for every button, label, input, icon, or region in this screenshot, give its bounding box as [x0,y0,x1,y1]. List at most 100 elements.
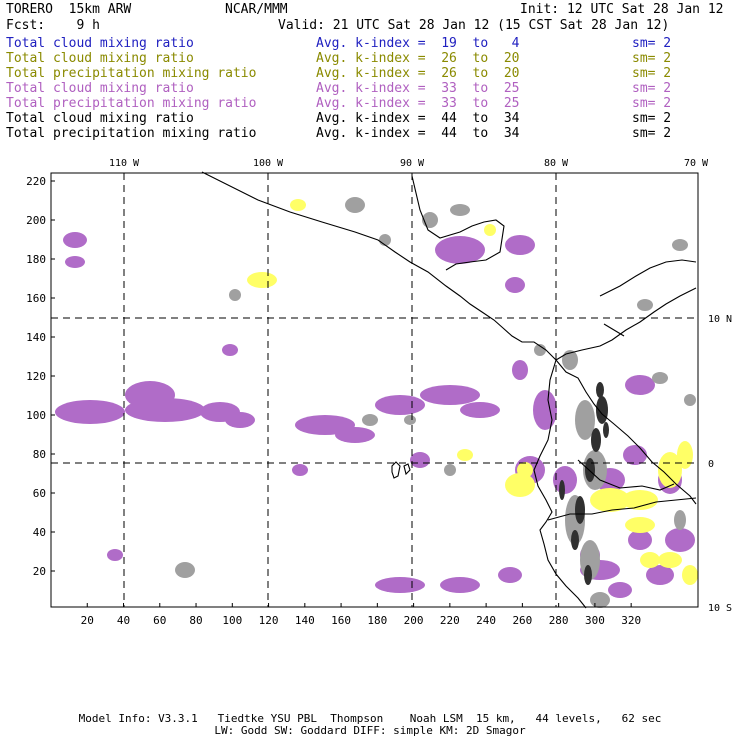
heavy-precip-region [585,458,595,482]
cloud-mixing-region [460,402,500,418]
x-tick-label: 80 [189,614,202,627]
cloud-mixing-region [63,232,87,248]
x-tick-label: 300 [585,614,605,627]
legend-smoothing: sm= 2 [632,36,672,51]
precip-mixing-region [658,452,682,488]
y-tick-label: 40 [33,526,46,539]
heavy-precip-region [559,480,565,500]
cloud-core-region [575,400,595,440]
cloud-core-region [637,299,653,311]
precip-mixing-region [247,272,277,288]
cloud-mixing-region [440,577,480,593]
cloud-mixing-region [628,530,652,550]
legend-kindex: Avg. k-index = 26 to 20 [316,51,520,66]
y-tick-label: 180 [26,253,46,266]
legend-field: Total cloud mixing ratio [6,111,194,126]
cloud-core-region [229,289,241,301]
cloud-core-region [362,414,378,426]
cloud-mixing-region [533,390,557,430]
longitude-label: 80 W [544,158,569,169]
cloud-mixing-region [512,360,528,380]
heavy-precip-region [584,565,592,585]
legend-smoothing: sm= 2 [632,81,672,96]
cloud-mixing-region [646,565,674,585]
cloud-mixing-region [608,582,632,598]
x-tick-label: 320 [621,614,641,627]
cloud-mixing-region [125,398,205,422]
cloud-mixing-region [292,464,308,476]
heavy-precip-region [575,496,585,524]
precip-fields [55,197,698,608]
x-tick-label: 160 [331,614,351,627]
legend-smoothing: sm= 2 [632,111,672,126]
cloud-core-region [590,592,610,608]
x-tick-label: 240 [476,614,496,627]
x-tick-label: 260 [512,614,532,627]
cloud-core-region [175,562,195,578]
heavy-precip-region [591,428,601,452]
x-tick-label: 60 [153,614,166,627]
map-frame [50,172,699,608]
cloud-core-region [379,234,391,246]
longitude-label: 110 W [109,158,140,169]
x-tick-label: 220 [440,614,460,627]
cloud-core-region [684,394,696,406]
lat-lon-grid [51,173,698,607]
precip-mixing-region [658,552,682,568]
cloud-mixing-region [420,385,480,405]
latitude-label: 10 S [708,603,732,614]
cloud-mixing-region [623,445,647,465]
x-tick-label: 140 [295,614,315,627]
cloud-mixing-region [107,549,123,561]
forecast-hour: Fcst: 9 h [6,18,100,33]
legend-kindex: Avg. k-index = 26 to 20 [316,66,520,81]
cloud-core-region [444,464,456,476]
cloud-core-region [450,204,470,216]
heavy-precip-region [596,396,608,424]
precip-mixing-region [622,490,658,510]
cloud-mixing-region [375,577,425,593]
cloud-mixing-region [375,395,425,415]
latitude-label: 10 N [708,314,732,325]
precip-mixing-region [682,565,698,585]
cloud-mixing-region [505,235,535,255]
latitude-labels: 10 N 0 10 S [708,314,732,614]
legend-smoothing: sm= 2 [632,51,672,66]
heavy-precip-region [603,422,609,438]
y-tick-label: 120 [26,370,46,383]
cloud-mixing-region [553,466,577,494]
x-tick-label: 280 [549,614,569,627]
legend-smoothing: sm= 2 [632,126,672,141]
model-info: Model Info: V3.3.1 Tiedtke YSU PBL Thomp… [78,712,662,725]
longitude-label: 90 W [400,158,425,169]
precip-mixing-region [517,462,533,478]
cloud-mixing-region [222,344,238,356]
precip-mixing-region [590,488,630,512]
physics-info: LW: Godd SW: Goddard DIFF: simple KM: 2D… [214,724,526,737]
cloud-core-region [534,344,546,356]
x-tick-label: 200 [404,614,424,627]
valid-time: Valid: 21 UTC Sat 28 Jan 12 (15 CST Sat … [278,18,670,33]
cloud-mixing-region [625,375,655,395]
heavy-precip-region [571,530,579,550]
cloud-mixing-region [225,412,255,428]
y-tick-label: 200 [26,214,46,227]
longitude-labels: 110 W 100 W 90 W 80 W 70 W [109,158,709,169]
precip-mixing-region [290,199,306,211]
x-tick-label: 40 [117,614,130,627]
y-axis-ticks: 220 200 180 160 140 120 100 80 60 40 20 [26,175,55,578]
cloud-mixing-region [505,277,525,293]
legend-field: Total precipitation mixing ratio [6,96,257,111]
cloud-mixing-region [665,528,695,552]
precip-mixing-region [677,441,693,469]
longitude-label: 70 W [684,158,709,169]
model-title: TORERO 15km ARW [6,2,132,17]
cloud-mixing-region [435,236,485,264]
longitude-label: 100 W [253,158,284,169]
legend-kindex: Avg. k-index = 44 to 34 [316,111,520,126]
y-tick-label: 80 [33,448,46,461]
x-tick-label: 20 [81,614,94,627]
legend-field: Total cloud mixing ratio [6,51,194,66]
y-tick-label: 100 [26,409,46,422]
